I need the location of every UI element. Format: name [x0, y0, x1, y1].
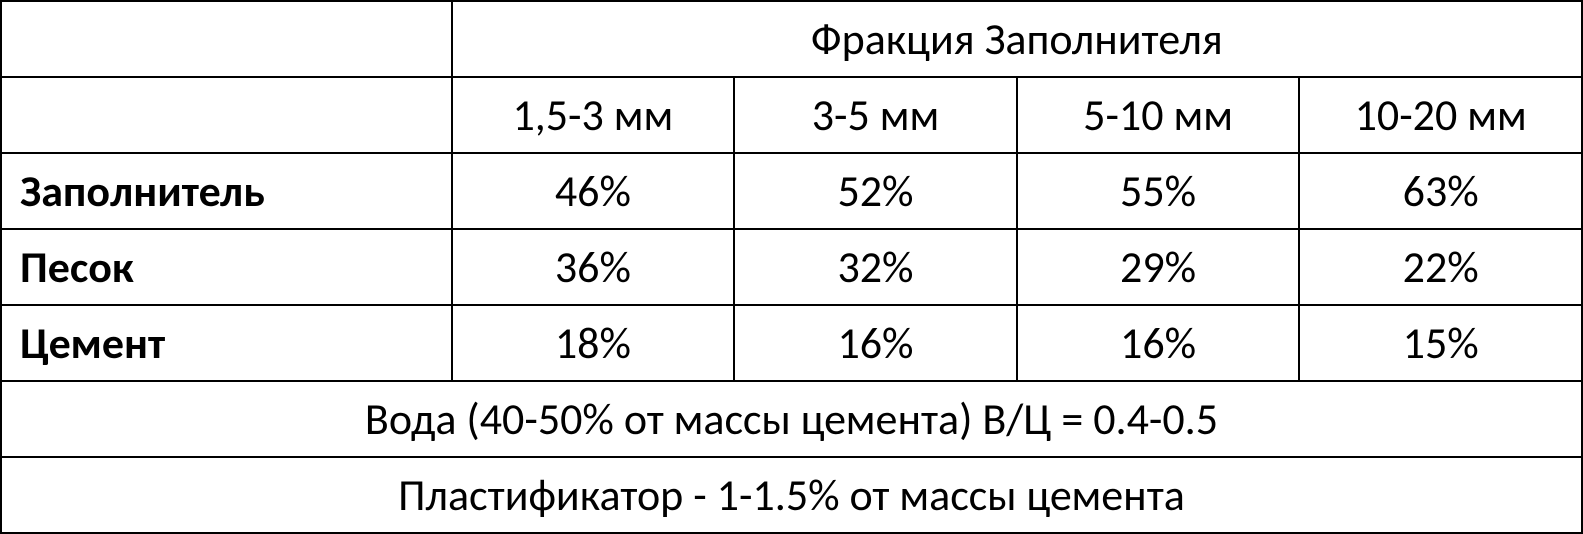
empty-header-cell: [1, 1, 452, 77]
footer-row-0: Вода (40-50% от массы цемента) В/Ц = 0.4…: [1, 381, 1582, 457]
col-header-3: 10-20 мм: [1299, 77, 1582, 153]
data-cell: 22%: [1299, 229, 1582, 305]
empty-header-cell-2: [1, 77, 452, 153]
data-cell: 63%: [1299, 153, 1582, 229]
data-cell: 15%: [1299, 305, 1582, 381]
composition-table: Фракция Заполнителя 1,5-3 мм 3-5 мм 5-10…: [0, 0, 1583, 534]
col-header-0: 1,5-3 мм: [452, 77, 735, 153]
data-cell: 36%: [452, 229, 735, 305]
data-cell: 18%: [452, 305, 735, 381]
header-row-1: Фракция Заполнителя: [1, 1, 1582, 77]
row-label-1: Песок: [1, 229, 452, 305]
data-cell: 16%: [1017, 305, 1300, 381]
row-label-0: Заполнитель: [1, 153, 452, 229]
data-cell: 29%: [1017, 229, 1300, 305]
footer-row: Пластификатор - 1-1.5% от массы цемента: [1, 457, 1582, 533]
header-row-2: 1,5-3 мм 3-5 мм 5-10 мм 10-20 мм: [1, 77, 1582, 153]
table-row: Заполнитель 46% 52% 55% 63%: [1, 153, 1582, 229]
row-label-2: Цемент: [1, 305, 452, 381]
col-header-2: 5-10 мм: [1017, 77, 1300, 153]
col-header-1: 3-5 мм: [734, 77, 1017, 153]
table-row: Песок 36% 32% 29% 22%: [1, 229, 1582, 305]
footer-row: Вода (40-50% от массы цемента) В/Ц = 0.4…: [1, 381, 1582, 457]
data-cell: 46%: [452, 153, 735, 229]
footer-row-1: Пластификатор - 1-1.5% от массы цемента: [1, 457, 1582, 533]
data-cell: 16%: [734, 305, 1017, 381]
table-row: Цемент 18% 16% 16% 15%: [1, 305, 1582, 381]
data-cell: 55%: [1017, 153, 1300, 229]
header-title: Фракция Заполнителя: [452, 1, 1582, 77]
data-cell: 32%: [734, 229, 1017, 305]
data-cell: 52%: [734, 153, 1017, 229]
